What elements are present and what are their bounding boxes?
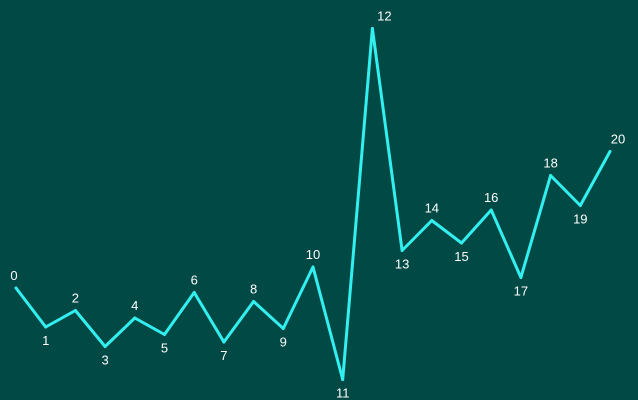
point-label: 15 [454,249,468,264]
point-label: 16 [484,190,498,205]
series-segment [311,265,345,381]
series-segment [73,309,107,348]
point-label: 10 [306,247,320,262]
series-segment [133,316,166,336]
point-label: 9 [280,335,287,350]
point-label: 11 [336,386,350,400]
series-segment [489,208,523,279]
series-segment [519,174,553,279]
series-segment [370,27,404,252]
point-label: 0 [10,268,17,283]
series-segment [400,219,434,252]
series-segment [341,27,374,381]
point-label: 12 [377,9,391,24]
point-label: 4 [131,298,138,313]
series-segment [103,316,137,348]
point-label: 14 [425,201,439,216]
point-label: 20 [611,132,625,147]
series-segment [252,300,285,330]
point-label: 6 [191,273,198,288]
point-label: 8 [250,282,257,297]
point-label: 5 [161,341,168,356]
series-segment [578,150,612,207]
series-segment [222,300,256,344]
series-segment [281,265,315,330]
series-segment [430,219,463,245]
series-layer [14,27,612,381]
series-segment [14,286,48,329]
series-segment [192,291,226,344]
point-label: 17 [514,284,528,299]
series-segment [549,174,582,207]
point-label: 3 [101,353,108,368]
point-label: 2 [72,291,79,306]
point-label: 18 [543,156,557,171]
series-segment [163,291,196,336]
point-label: 7 [220,348,227,363]
point-label: 1 [42,333,49,348]
point-label: 19 [573,212,587,227]
point-label: 13 [395,257,409,272]
series-segment [460,208,493,245]
series-segment [44,309,77,329]
